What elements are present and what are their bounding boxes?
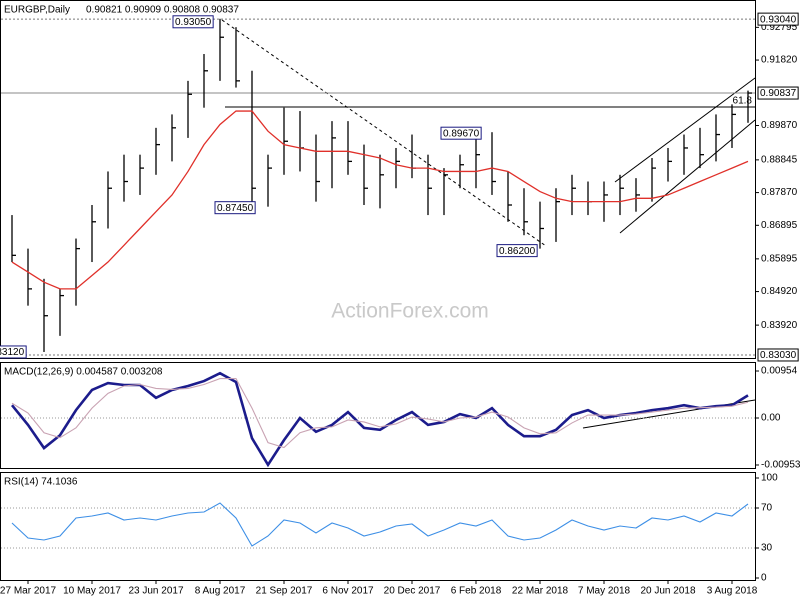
annotation-label-box [172,15,214,29]
panel-title: MACD(12,26,9) 0.004587 0.003208 [4,367,163,378]
y-tick-label: 30 [761,543,773,554]
y-tick-label: 0.83920 [761,320,798,331]
level-label-box [757,12,799,26]
panel-frame [0,0,756,359]
annotation-label: 0.93050 [175,17,212,28]
annotation-label: 0.86200 [499,246,536,257]
x-tick-label: 20 Dec 2017 [384,586,441,597]
y-tick-label: 0.88845 [761,155,798,166]
level-label-box [757,348,799,362]
y-tick-label: 0.85895 [761,253,798,264]
y-tick-label: 0.00954 [761,366,798,377]
annotation-label: 0.89670 [443,128,480,139]
annotation-label: 0.83120 [0,347,25,358]
panel-frame [0,472,756,581]
annotation-label-box [496,244,538,258]
annotation-label-box [214,201,256,215]
fib-label: 61.8 [733,96,753,107]
x-tick-label: 21 Sep 2017 [256,586,313,597]
annotation-label-box [440,126,482,140]
x-tick-label: 8 Aug 2017 [195,586,246,597]
channel-upper [614,77,756,183]
x-tick-label: 20 Jun 2018 [640,586,695,597]
x-tick-label: 6 Feb 2018 [451,586,502,597]
y-tick-label: 70 [761,503,773,514]
y-tick-label: 0.87870 [761,187,798,198]
x-tick-label: 22 Mar 2018 [512,586,569,597]
x-tick-label: 10 May 2017 [63,586,121,597]
y-tick-label: 0.91820 [761,55,798,66]
x-tick-label: 6 Nov 2017 [322,586,374,597]
y-tick-label: 0.00 [761,413,781,424]
y-tick-label: 0 [761,573,767,584]
level-label: 0.90837 [760,88,797,99]
y-tick-label: 0.84920 [761,286,798,297]
y-tick-label: 0.89870 [761,120,798,131]
level-label: 0.83030 [760,350,797,361]
x-tick-label: 23 Jun 2017 [128,586,183,597]
panel-title: RSI(14) 74.1036 [4,477,78,488]
series-line [11,110,749,290]
x-tick-label: 7 May 2018 [578,586,631,597]
level-label-box [757,86,799,100]
level-label: 0.93040 [760,14,797,25]
panel-title: EURGBP,Daily [4,5,70,16]
x-tick-label: 27 Mar 2017 [0,586,57,597]
series-line [11,378,749,449]
panel-frame [0,362,756,469]
y-tick-label: 100 [761,473,778,484]
series-line [11,502,749,547]
annotation-label: 0.87450 [217,203,254,214]
x-tick-label: 3 Aug 2018 [707,586,758,597]
y-tick-label: 0.86895 [761,220,798,231]
y-tick-label: -0.009538 [761,460,800,471]
watermark: ActionForex.com [331,300,489,323]
panel-subtitle: 0.90821 0.90909 0.90808 0.90837 [86,5,239,16]
y-tick-label: 0.92795 [761,22,798,33]
annotation-label-box [0,345,27,359]
